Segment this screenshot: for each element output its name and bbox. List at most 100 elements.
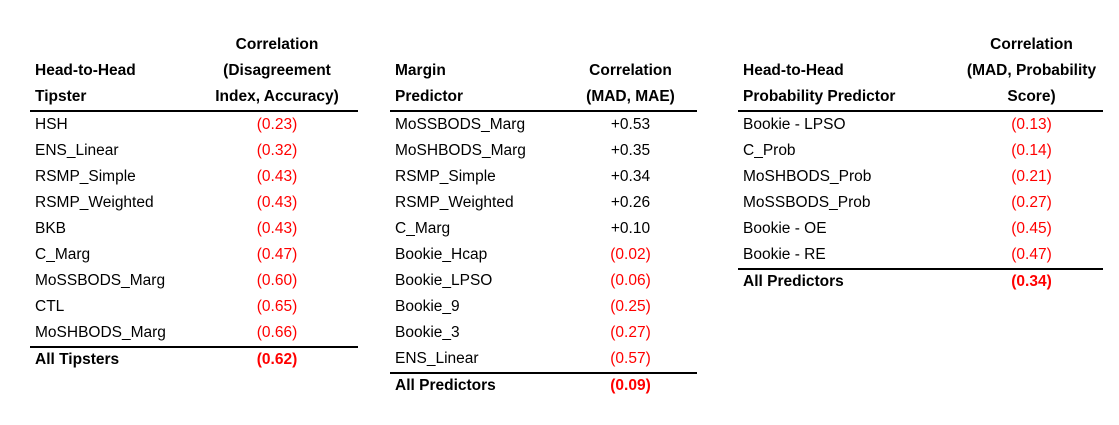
row-value: (0.02) bbox=[610, 246, 651, 264]
table-row: BKB (0.43) bbox=[30, 216, 358, 242]
row-label: Bookie_Hcap bbox=[395, 246, 488, 264]
row-value: +0.34 bbox=[610, 168, 651, 186]
table-header: Margin Predictor Correlation (MAD, MAE) bbox=[390, 34, 697, 112]
probability-predictor-correlation-table: Head-to-Head Probability Predictor Correl… bbox=[738, 34, 1103, 294]
row-value: (0.13) bbox=[1011, 116, 1052, 134]
row-value: (0.57) bbox=[610, 350, 651, 368]
table-row: RSMP_Weighted +0.26 bbox=[390, 190, 697, 216]
row-value: (0.47) bbox=[256, 246, 298, 264]
row-label: Bookie_3 bbox=[395, 324, 460, 342]
header-col-probability-predictor: Head-to-Head Probability Predictor bbox=[738, 58, 960, 110]
row-label: RSMP_Weighted bbox=[35, 194, 154, 212]
row-label: Bookie - LPSO bbox=[743, 116, 846, 134]
row-value: +0.53 bbox=[610, 116, 651, 134]
row-label: C_Marg bbox=[395, 220, 451, 238]
total-label: All Tipsters bbox=[35, 351, 120, 369]
row-value: (0.66) bbox=[256, 324, 298, 342]
table-row: Bookie_9 (0.25) bbox=[390, 294, 697, 320]
row-value: (0.45) bbox=[1011, 220, 1052, 238]
table-row: Bookie_LPSO (0.06) bbox=[390, 268, 697, 294]
row-label: RSMP_Weighted bbox=[395, 194, 514, 212]
total-value: (0.34) bbox=[1011, 273, 1052, 291]
total-label: All Predictors bbox=[395, 377, 496, 395]
row-label: MoSSBODS_Marg bbox=[395, 116, 526, 134]
row-label: RSMP_Simple bbox=[395, 168, 496, 186]
row-label: HSH bbox=[35, 116, 68, 134]
total-label: All Predictors bbox=[743, 273, 844, 291]
header-line: Correlation bbox=[589, 62, 672, 79]
table-row: Bookie - LPSO (0.13) bbox=[738, 112, 1103, 138]
table-row: MoSSBODS_Marg (0.60) bbox=[30, 268, 358, 294]
table-row: RSMP_Weighted (0.43) bbox=[30, 190, 358, 216]
table-row: C_Prob (0.14) bbox=[738, 138, 1103, 164]
total-value: (0.62) bbox=[256, 351, 298, 369]
table-row: RSMP_Simple (0.43) bbox=[30, 164, 358, 190]
row-value: (0.27) bbox=[1011, 194, 1052, 212]
row-label: Bookie - OE bbox=[743, 220, 827, 238]
row-value: +0.26 bbox=[610, 194, 651, 212]
table-row: ENS_Linear (0.57) bbox=[390, 346, 697, 372]
header-col-correlation: Correlation (Disagreement Index, Accuracy) bbox=[196, 32, 358, 110]
total-row: All Tipsters (0.62) bbox=[30, 346, 358, 372]
table-rows: MoSSBODS_Marg +0.53 MoSHBODS_Marg +0.35 RSMP… bbox=[390, 112, 697, 372]
table-row: MoSHBODS_Prob (0.21) bbox=[738, 164, 1103, 190]
row-label: BKB bbox=[35, 220, 67, 238]
header-col-correlation: Correlation (MAD, Probability Score) bbox=[960, 32, 1103, 110]
row-label: Bookie - RE bbox=[743, 246, 826, 264]
table-row: ENS_Linear (0.32) bbox=[30, 138, 358, 164]
row-value: (0.27) bbox=[610, 324, 651, 342]
row-value: +0.10 bbox=[610, 220, 651, 238]
table-row: MoSHBODS_Marg (0.66) bbox=[30, 320, 358, 346]
table-row: HSH (0.23) bbox=[30, 112, 358, 138]
row-value: (0.21) bbox=[1011, 168, 1052, 186]
table-header: Head-to-Head Tipster Correlation (Disagree… bbox=[30, 34, 358, 112]
table-rows: HSH (0.23) ENS_Linear (0.32) RSMP_Simple (0.4… bbox=[30, 112, 358, 346]
table-row: CTL (0.65) bbox=[30, 294, 358, 320]
row-label: MoSHBODS_Prob bbox=[743, 168, 872, 186]
row-value: (0.06) bbox=[610, 272, 651, 290]
row-value: (0.25) bbox=[610, 298, 651, 316]
row-label: C_Prob bbox=[743, 142, 796, 160]
total-row: All Predictors (0.34) bbox=[738, 268, 1103, 294]
row-label: ENS_Linear bbox=[395, 350, 479, 368]
header-line: Margin bbox=[395, 62, 446, 79]
header-line: Head-to-Head bbox=[743, 62, 844, 79]
header-line: (MAD, MAE) bbox=[586, 88, 675, 105]
table-row: MoSSBODS_Marg +0.53 bbox=[390, 112, 697, 138]
row-label: CTL bbox=[35, 298, 65, 316]
header-col-margin-predictor: Margin Predictor bbox=[390, 58, 564, 110]
header-line: Head-to-Head bbox=[35, 62, 136, 79]
total-value: (0.09) bbox=[610, 377, 651, 395]
header-line: Predictor bbox=[395, 88, 464, 105]
table-row: Bookie_3 (0.27) bbox=[390, 320, 697, 346]
row-label: MoSHBODS_Marg bbox=[395, 142, 526, 160]
header-col-tipster: Head-to-Head Tipster bbox=[30, 58, 196, 110]
table-row: Bookie_Hcap (0.02) bbox=[390, 242, 697, 268]
header-line: Probability Predictor bbox=[743, 88, 896, 105]
table-row: RSMP_Simple +0.34 bbox=[390, 164, 697, 190]
table-rows: Bookie - LPSO (0.13) C_Prob (0.14) MoSHBODS_… bbox=[738, 112, 1103, 268]
row-label: C_Marg bbox=[35, 246, 91, 264]
row-label: Bookie_LPSO bbox=[395, 272, 493, 290]
header-line: (MAD, Probability bbox=[966, 62, 1097, 79]
row-value: (0.60) bbox=[256, 272, 298, 290]
row-value: +0.35 bbox=[610, 142, 651, 160]
row-value: (0.43) bbox=[256, 194, 298, 212]
row-value: (0.43) bbox=[256, 220, 298, 238]
table-row: C_Marg +0.10 bbox=[390, 216, 697, 242]
row-label: MoSSBODS_Marg bbox=[35, 272, 166, 290]
row-label: ENS_Linear bbox=[35, 142, 119, 160]
row-value: (0.14) bbox=[1011, 142, 1052, 160]
table-header: Head-to-Head Probability Predictor Correl… bbox=[738, 34, 1103, 112]
row-label: MoSSBODS_Prob bbox=[743, 194, 871, 212]
header-line: (Disagreement bbox=[223, 62, 331, 79]
header-line: Correlation bbox=[990, 36, 1073, 53]
header-line: Index, Accuracy) bbox=[215, 88, 339, 105]
row-label: Bookie_9 bbox=[395, 298, 460, 316]
row-value: (0.65) bbox=[256, 298, 298, 316]
table-row: Bookie - OE (0.45) bbox=[738, 216, 1103, 242]
row-label: MoSHBODS_Marg bbox=[35, 324, 166, 342]
table-row: Bookie - RE (0.47) bbox=[738, 242, 1103, 268]
table-row: MoSSBODS_Prob (0.27) bbox=[738, 190, 1103, 216]
